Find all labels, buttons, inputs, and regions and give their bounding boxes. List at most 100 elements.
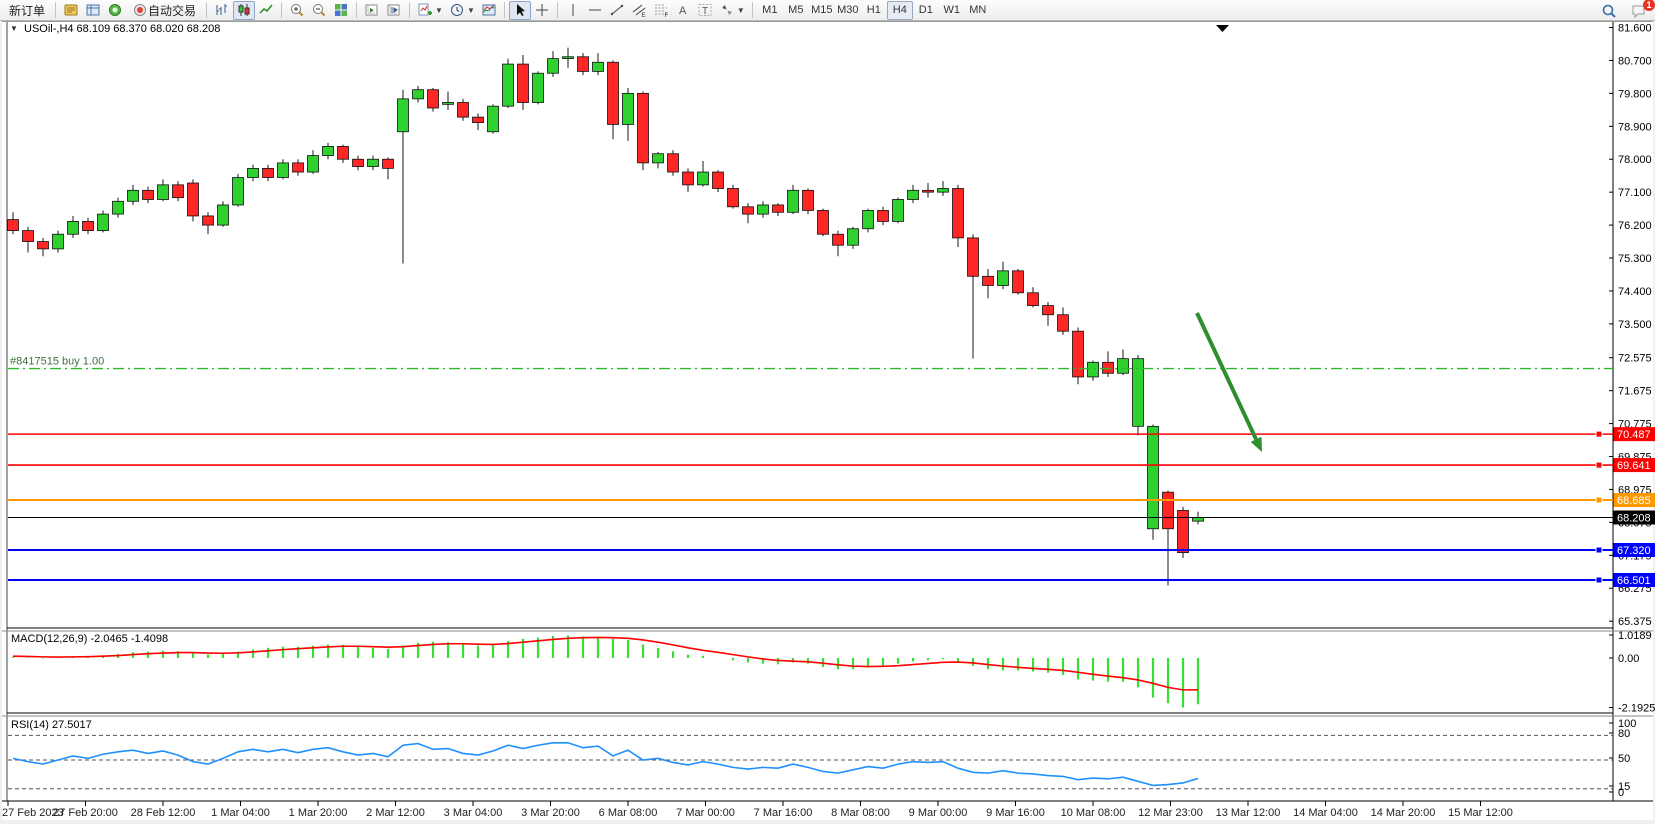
- trendline-button[interactable]: [606, 1, 628, 20]
- price-tick-label: 74.400: [1618, 286, 1652, 298]
- channel-icon: E: [632, 4, 645, 18]
- date-tick-label: 12 Mar 23:00: [1138, 807, 1203, 819]
- auto-trading-button-label: 自动交易: [148, 3, 197, 18]
- text-button[interactable]: A: [672, 1, 694, 20]
- chart-shift-marker-icon[interactable]: [1216, 25, 1229, 32]
- price-tick-label: 77.100: [1618, 187, 1652, 199]
- line-handle[interactable]: [1595, 461, 1603, 469]
- price-level-line[interactable]: [8, 461, 1613, 469]
- crosshair-icon: [535, 4, 548, 16]
- rsi-axis-label: 50: [1618, 753, 1630, 765]
- date-tick-label: 3 Mar 04:00: [444, 807, 503, 819]
- date-tick-label: 1 Mar 20:00: [289, 807, 348, 819]
- macd-axis-label: -2.1925: [1618, 703, 1655, 715]
- auto-scroll-button[interactable]: [361, 1, 383, 20]
- price-tick-label: 78.900: [1618, 121, 1652, 133]
- data-window-icon: [86, 4, 100, 16]
- buy-position-line[interactable]: #8417515 buy 1.00: [8, 356, 1613, 370]
- periods-button[interactable]: ▼: [446, 1, 478, 20]
- date-tick-label: 2 Mar 12:00: [366, 807, 425, 819]
- timeframe-button-m30[interactable]: M30: [837, 4, 859, 16]
- timeframe-button-m5[interactable]: M5: [788, 4, 804, 16]
- dropdown-arrow-icon[interactable]: ▼: [435, 5, 443, 15]
- price-tick-label: 75.300: [1618, 253, 1652, 265]
- navigator-icon: [109, 4, 122, 16]
- collapse-chart-icon[interactable]: ▼: [10, 24, 18, 33]
- text-label-button[interactable]: T: [694, 1, 716, 20]
- line-handle[interactable]: [1595, 496, 1603, 504]
- templates-button[interactable]: [478, 1, 500, 20]
- price-badge: 66.501: [1613, 572, 1655, 587]
- zoom-in-button[interactable]: [286, 1, 308, 20]
- label-t-icon: T: [698, 4, 712, 17]
- timeframe-button-d1[interactable]: D1: [918, 4, 933, 16]
- text-a-icon: A: [679, 5, 687, 17]
- timeframe-button-m15[interactable]: M15: [811, 4, 833, 16]
- market-watch-button[interactable]: [60, 1, 82, 20]
- price-level-line[interactable]: [8, 496, 1613, 504]
- date-tick-label: 3 Mar 20:00: [521, 807, 580, 819]
- line-handle[interactable]: [1595, 546, 1603, 554]
- line-handle[interactable]: [1595, 430, 1603, 438]
- search-button[interactable]: [1598, 1, 1620, 20]
- dropdown-arrow-icon[interactable]: ▼: [466, 5, 475, 15]
- crosshair-button[interactable]: [531, 1, 553, 20]
- chart-window[interactable]: ▼ USOil-,H4 68.109 68.370 68.020 68.208 81…: [0, 21, 1655, 824]
- vertical-line-button[interactable]: [562, 1, 584, 20]
- chart-line-icon: [259, 4, 273, 14]
- shapes-icon: [721, 5, 732, 15]
- price-level-line[interactable]: [8, 576, 1613, 584]
- toolbar-separator: [281, 2, 283, 18]
- chart-shift-button[interactable]: [383, 1, 405, 20]
- date-tick-label: 14 Mar 20:00: [1371, 807, 1436, 819]
- fibonacci-button[interactable]: F: [650, 1, 672, 20]
- date-tick-label: 8 Mar 08:00: [831, 807, 890, 819]
- timeframe-button-h4[interactable]: H4: [886, 0, 913, 20]
- dropdown-arrow-icon[interactable]: ▼: [736, 5, 745, 15]
- hline-icon: [588, 9, 601, 11]
- bar-chart-button[interactable]: [211, 1, 233, 20]
- price-level-line[interactable]: [8, 546, 1613, 554]
- macd-pane: MACD(12,26,9) -2.0465 -1.4098 1.0189 0.00 -…: [11, 630, 1655, 715]
- price-level-line[interactable]: [8, 430, 1613, 438]
- line-handle[interactable]: [1595, 576, 1603, 584]
- navigator-button[interactable]: [104, 1, 126, 20]
- timeframe-button-m1[interactable]: M1: [762, 4, 778, 16]
- timeframe-button-mn[interactable]: MN: [969, 4, 987, 16]
- price-tick-label: 78.000: [1618, 154, 1652, 166]
- tile-windows-button[interactable]: [330, 1, 352, 20]
- chart-plot-area[interactable]: [8, 22, 1613, 628]
- auto-trading-button[interactable]: 自动交易: [126, 1, 202, 20]
- price-badge: 69.641: [1613, 458, 1655, 473]
- cursor-icon: [516, 4, 525, 16]
- price-tick-label: 79.800: [1618, 88, 1652, 100]
- timeframe-button-h1[interactable]: H1: [866, 4, 881, 16]
- price-badge: 68.685: [1613, 493, 1655, 508]
- svg-text:T: T: [702, 6, 708, 17]
- date-tick-label: 6 Mar 08:00: [599, 807, 658, 819]
- horizontal-line-button[interactable]: [584, 1, 606, 20]
- zoom-out-button[interactable]: [308, 1, 330, 20]
- notifications-button[interactable]: 1: [1628, 0, 1655, 20]
- macd-axis-label: 0.00: [1618, 653, 1639, 665]
- clock-icon: [450, 4, 463, 16]
- date-tick-label: 7 Mar 00:00: [676, 807, 735, 819]
- timeframe-button-w1[interactable]: W1: [943, 4, 961, 16]
- line-chart-button[interactable]: [255, 1, 277, 20]
- trend-arrow[interactable]: [1195, 312, 1262, 452]
- new-order-button[interactable]: 新订单: [3, 1, 51, 20]
- equidistant-channel-button[interactable]: E: [628, 1, 650, 20]
- rsi-label: RSI(14) 27.5017: [11, 719, 92, 731]
- autoscroll-icon: [365, 4, 378, 16]
- search-icon: [1602, 4, 1616, 18]
- arrows-button[interactable]: ▼: [716, 1, 748, 20]
- svg-text:E: E: [641, 13, 645, 18]
- toolbar-separator: [55, 2, 57, 18]
- indicators-button[interactable]: ▼: [414, 1, 446, 20]
- toolbar-separator: [409, 2, 411, 18]
- notification-badge: 1: [1643, 0, 1655, 11]
- tile-icon: [335, 4, 348, 16]
- data-window-button[interactable]: [82, 1, 104, 20]
- candlestick-chart-button[interactable]: [233, 0, 256, 20]
- cursor-button[interactable]: [508, 0, 531, 20]
